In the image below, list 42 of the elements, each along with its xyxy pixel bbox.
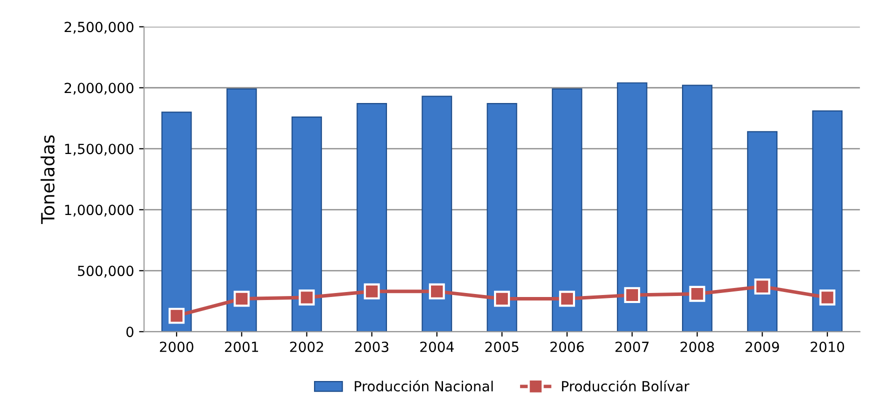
y-tick-label: 2,000,000: [64, 82, 134, 95]
x-tick-label: 2006: [550, 342, 584, 352]
x-tick-label: 2007: [615, 342, 649, 352]
point: [624, 287, 640, 304]
x-tick-label: 2008: [680, 342, 714, 352]
y-tick-label: 1,500,000: [65, 144, 134, 156]
bar: [747, 131, 778, 332]
point: [559, 290, 576, 307]
bar: [422, 96, 452, 332]
point: [689, 286, 706, 302]
x-tick-label: 2001: [225, 342, 258, 352]
x-tick-label: 2000: [160, 342, 194, 352]
bar: [226, 88, 257, 332]
point: [428, 283, 445, 300]
bar: [552, 88, 582, 332]
y-tick-label: 500,000: [78, 266, 134, 278]
bar: [161, 112, 192, 332]
x-tick-label: 2004: [420, 342, 454, 352]
bar: [812, 110, 843, 332]
bar: [486, 103, 518, 332]
point: [754, 278, 770, 295]
bar: [356, 103, 388, 332]
point: [168, 308, 185, 324]
y-tick-label: 1,000,000: [65, 204, 134, 217]
point: [234, 290, 250, 307]
bar: [682, 84, 712, 332]
x-tick-label: 2010: [810, 342, 844, 352]
bar: [292, 116, 322, 332]
legend-label: Producción Nacional: [354, 380, 493, 392]
legend-label: Producción Bolívar: [562, 380, 690, 392]
x-tick-label: 2009: [746, 342, 779, 352]
x-tick-label: 2003: [355, 342, 388, 352]
x-tick-label: 2005: [485, 342, 518, 352]
x-tick-label: 2002: [290, 342, 324, 352]
y-axis-title: Toneladas: [40, 135, 55, 224]
point: [819, 290, 836, 306]
bar: [616, 82, 648, 332]
point: [494, 290, 510, 307]
y-tick-label: 0: [126, 326, 134, 338]
y-tick-label: 2,500,000: [64, 22, 134, 34]
point: [364, 283, 380, 300]
point: [298, 290, 315, 306]
